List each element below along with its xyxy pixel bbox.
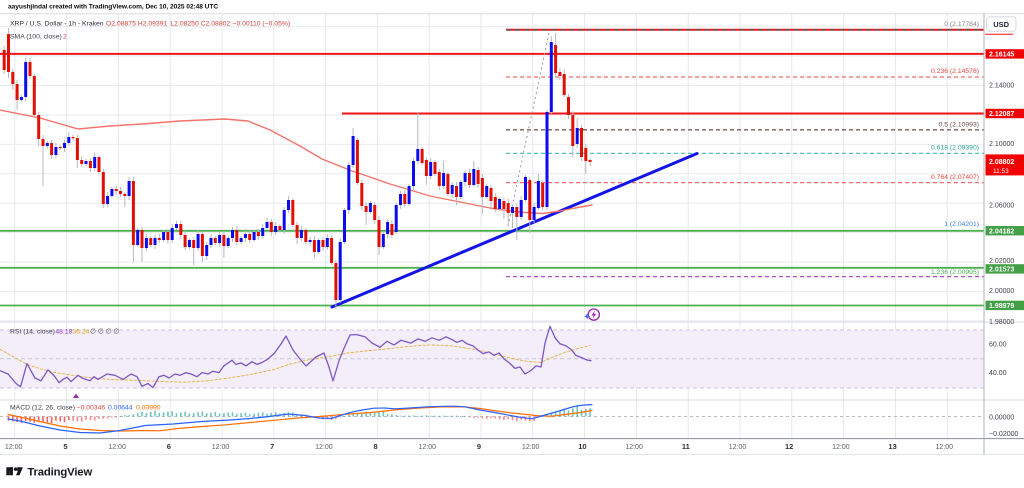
svg-text:2: 2 — [63, 33, 67, 40]
svg-text:∅ ∅ ∅ ∅: ∅ ∅ ∅ ∅ — [90, 328, 119, 335]
svg-text:12:00: 12:00 — [108, 444, 126, 451]
svg-text:2.12087: 2.12087 — [989, 111, 1014, 118]
svg-text:O2.08875: O2.08875 — [106, 21, 136, 28]
svg-text:2.04182: 2.04182 — [989, 228, 1014, 235]
svg-text:12:00: 12:00 — [729, 444, 747, 451]
svg-text:XRP / U.S. Dollar - 1h - Krake: XRP / U.S. Dollar - 1h - Kraken — [10, 21, 104, 28]
svg-text:12:00: 12:00 — [419, 444, 437, 451]
svg-text:H2.09391: H2.09391 — [138, 21, 168, 28]
svg-text:1.98979: 1.98979 — [989, 303, 1014, 310]
svg-text:12:00: 12:00 — [5, 444, 23, 451]
svg-text:2.16145: 2.16145 — [989, 52, 1014, 59]
svg-text:10: 10 — [578, 442, 586, 451]
svg-text:1.236 (2.00995): 1.236 (2.00995) — [931, 269, 979, 276]
svg-text:12: 12 — [785, 442, 793, 451]
svg-text:60.00: 60.00 — [989, 342, 1007, 349]
svg-text:RSI (14, close): RSI (14, close) — [10, 328, 55, 335]
svg-text:12:00: 12:00 — [625, 444, 643, 451]
svg-text:MACD (12, 26, close): MACD (12, 26, close) — [10, 405, 75, 412]
svg-text:0.00990: 0.00990 — [136, 405, 161, 412]
svg-text:−0.02000: −0.02000 — [989, 431, 1018, 438]
svg-text:1.98000: 1.98000 — [989, 319, 1014, 326]
svg-text:8: 8 — [374, 442, 378, 451]
svg-text:2.10000: 2.10000 — [989, 141, 1014, 148]
svg-text:0.5 (2.10993): 0.5 (2.10993) — [939, 122, 979, 129]
svg-text:SMA (100, close): SMA (100, close) — [10, 33, 62, 40]
svg-text:−0.00346: −0.00346 — [77, 405, 106, 412]
svg-text:13: 13 — [888, 442, 896, 451]
svg-text:12:00: 12:00 — [522, 444, 540, 451]
svg-text:0.00644: 0.00644 — [108, 405, 133, 412]
svg-text:aayushjindal created with Trad: aayushjindal created with TradingView.co… — [8, 4, 218, 11]
svg-text:−0.00110 (−0.05%): −0.00110 (−0.05%) — [233, 21, 291, 28]
svg-text:6: 6 — [167, 442, 171, 451]
svg-text:2.14000: 2.14000 — [989, 82, 1014, 89]
svg-text:0.00000: 0.00000 — [989, 415, 1014, 422]
svg-text:11: 11 — [682, 442, 690, 451]
svg-text:36.24: 36.24 — [72, 328, 89, 335]
svg-text:TradingView: TradingView — [27, 467, 92, 479]
svg-text:0.236 (2.14578): 0.236 (2.14578) — [931, 68, 979, 75]
svg-text:2.06000: 2.06000 — [989, 203, 1014, 210]
svg-text:7: 7 — [270, 442, 274, 451]
svg-text:12:00: 12:00 — [832, 444, 850, 451]
svg-text:1 (2.04201): 1 (2.04201) — [944, 221, 979, 228]
svg-text:12:00: 12:00 — [315, 444, 333, 451]
svg-text:11:53: 11:53 — [993, 168, 1009, 175]
svg-text:0.764 (2.07407): 0.764 (2.07407) — [931, 174, 979, 181]
svg-text:0 (2.17784): 0 (2.17784) — [944, 21, 979, 28]
svg-text:C2.08802: C2.08802 — [201, 21, 231, 28]
svg-text:0.618 (2.09390): 0.618 (2.09390) — [931, 144, 979, 151]
svg-text:L2.08250: L2.08250 — [170, 21, 199, 28]
svg-text:2.00000: 2.00000 — [989, 288, 1014, 295]
svg-text:48.18: 48.18 — [55, 328, 72, 335]
svg-text:12:00: 12:00 — [212, 444, 230, 451]
svg-text:9: 9 — [477, 442, 481, 451]
svg-text:2.08802: 2.08802 — [989, 159, 1014, 166]
svg-text:USD: USD — [993, 20, 1009, 29]
svg-text:2.02000: 2.02000 — [989, 258, 1014, 265]
svg-text:2.01573: 2.01573 — [989, 267, 1014, 274]
svg-text:40.00: 40.00 — [989, 370, 1007, 377]
svg-text:12:00: 12:00 — [936, 444, 954, 451]
svg-text:5: 5 — [63, 442, 67, 451]
